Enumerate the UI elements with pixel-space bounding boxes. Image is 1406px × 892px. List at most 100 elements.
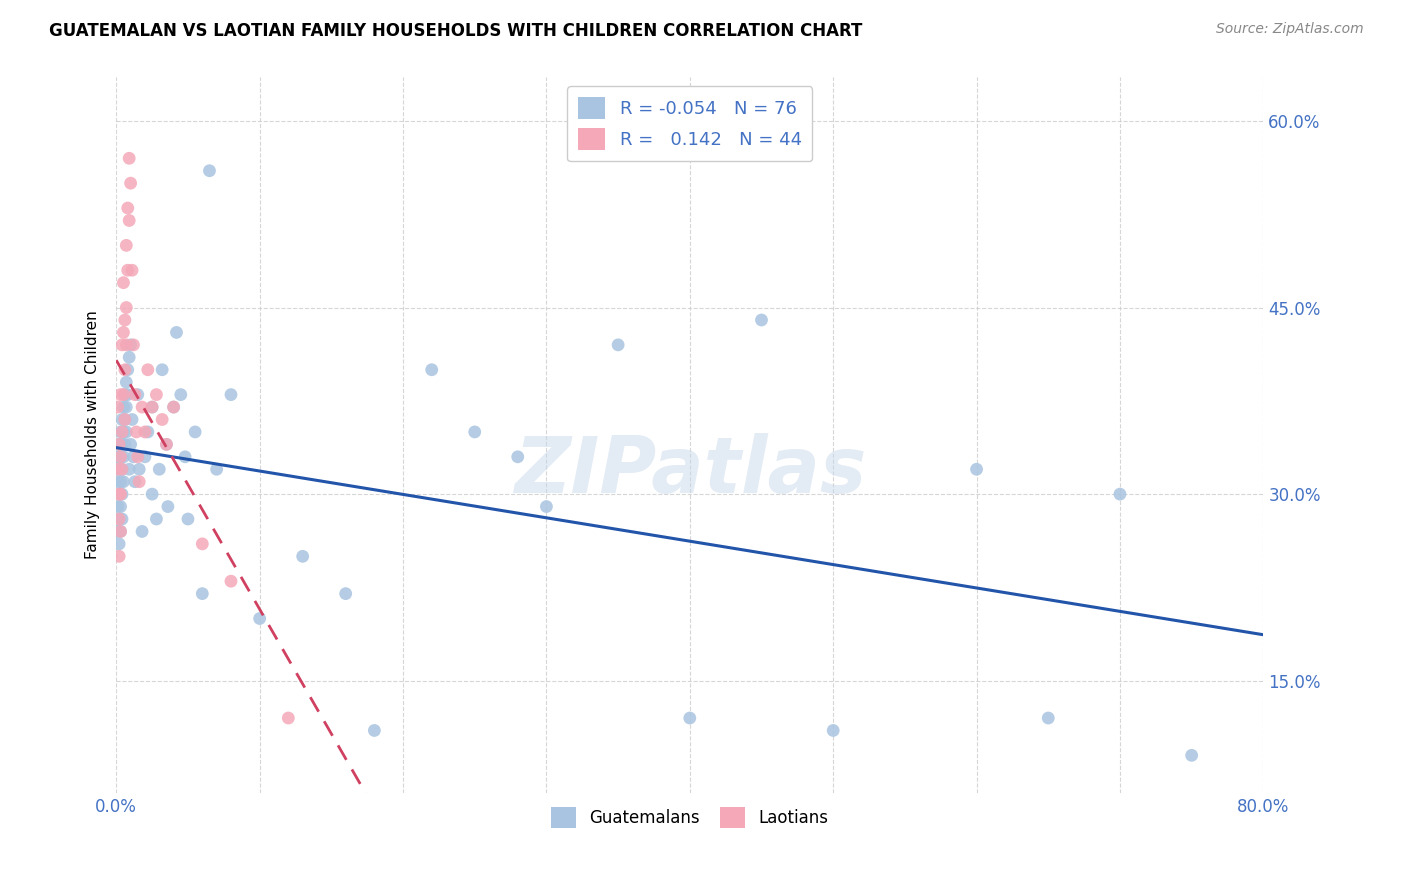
Point: [111, 437, 134, 451]
Point: [1181, 748, 1204, 763]
Point: [108, 537, 131, 551]
Point: [110, 500, 132, 514]
Point: [110, 450, 132, 464]
Point: [121, 412, 143, 426]
Point: [115, 375, 138, 389]
Point: [108, 512, 131, 526]
Point: [124, 387, 146, 401]
Point: [122, 450, 145, 464]
Point: [114, 437, 136, 451]
Point: [136, 425, 159, 439]
Point: [111, 512, 134, 526]
Point: [506, 450, 529, 464]
Point: [114, 387, 136, 401]
Point: [145, 512, 167, 526]
Point: [141, 400, 163, 414]
Text: Source: ZipAtlas.com: Source: ZipAtlas.com: [1216, 22, 1364, 37]
Point: [131, 524, 153, 539]
Point: [114, 412, 136, 426]
Point: [136, 363, 159, 377]
Point: [177, 512, 200, 526]
Point: [127, 387, 149, 401]
Point: [145, 387, 167, 401]
Text: GUATEMALAN VS LAOTIAN FAMILY HOUSEHOLDS WITH CHILDREN CORRELATION CHART: GUATEMALAN VS LAOTIAN FAMILY HOUSEHOLDS …: [49, 22, 863, 40]
Point: [131, 400, 153, 414]
Point: [120, 176, 142, 190]
Legend: Guatemalans, Laotians: Guatemalans, Laotians: [544, 801, 835, 834]
Point: [162, 400, 184, 414]
Point: [117, 363, 139, 377]
Point: [751, 313, 773, 327]
Text: ZIPatlas: ZIPatlas: [513, 433, 866, 508]
Point: [107, 524, 129, 539]
Point: [110, 387, 132, 401]
Point: [219, 387, 242, 401]
Point: [108, 487, 131, 501]
Point: [128, 462, 150, 476]
Point: [115, 338, 138, 352]
Point: [112, 475, 135, 489]
Point: [118, 462, 141, 476]
Point: [124, 475, 146, 489]
Point: [155, 437, 177, 451]
Point: [112, 400, 135, 414]
Point: [115, 301, 138, 315]
Point: [112, 276, 135, 290]
Point: [107, 500, 129, 514]
Point: [110, 487, 132, 501]
Point: [108, 437, 131, 451]
Point: [115, 238, 138, 252]
Point: [107, 475, 129, 489]
Point: [363, 723, 385, 738]
Point: [117, 201, 139, 215]
Point: [141, 400, 163, 414]
Point: [127, 450, 149, 464]
Point: [117, 387, 139, 401]
Point: [108, 549, 131, 564]
Point: [121, 263, 143, 277]
Point: [108, 462, 131, 476]
Point: [205, 462, 228, 476]
Point: [150, 363, 173, 377]
Point: [148, 462, 170, 476]
Point: [191, 537, 214, 551]
Point: [112, 326, 135, 340]
Y-axis label: Family Households with Children: Family Households with Children: [86, 310, 100, 559]
Point: [464, 425, 486, 439]
Point: [118, 213, 141, 227]
Point: [112, 387, 135, 401]
Point: [170, 387, 193, 401]
Point: [115, 425, 138, 439]
Point: [125, 425, 148, 439]
Point: [111, 425, 134, 439]
Point: [111, 487, 134, 501]
Point: [110, 450, 132, 464]
Point: [115, 400, 138, 414]
Point: [112, 450, 135, 464]
Point: [122, 338, 145, 352]
Point: [166, 326, 188, 340]
Point: [118, 351, 141, 365]
Point: [966, 462, 988, 476]
Point: [823, 723, 845, 738]
Point: [107, 400, 129, 414]
Point: [679, 711, 702, 725]
Point: [120, 338, 142, 352]
Point: [117, 263, 139, 277]
Point: [111, 462, 134, 476]
Point: [335, 587, 357, 601]
Point: [607, 338, 630, 352]
Point: [110, 524, 132, 539]
Point: [291, 549, 314, 564]
Point: [191, 587, 214, 601]
Point: [150, 412, 173, 426]
Point: [141, 487, 163, 501]
Point: [184, 425, 207, 439]
Point: [249, 611, 271, 625]
Point: [108, 512, 131, 526]
Point: [110, 425, 132, 439]
Point: [110, 475, 132, 489]
Point: [111, 462, 134, 476]
Point: [114, 412, 136, 426]
Point: [1038, 711, 1060, 725]
